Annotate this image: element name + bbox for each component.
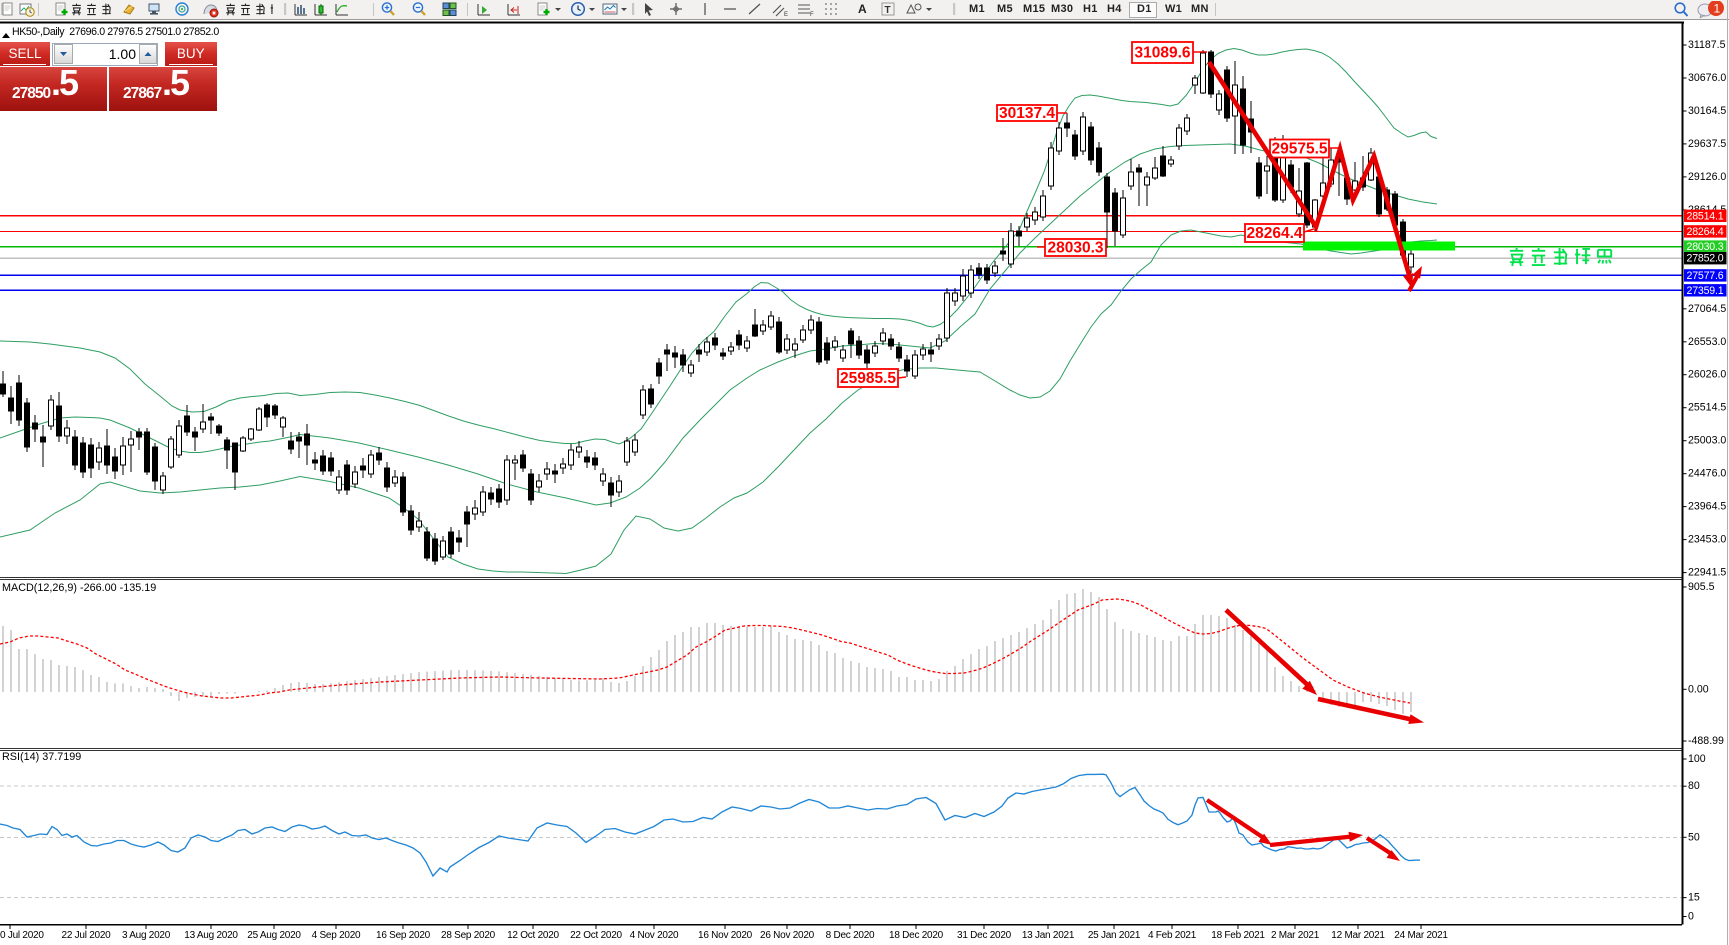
svg-text:905.5: 905.5 [1688, 581, 1715, 593]
svg-text:26026.0: 26026.0 [1688, 369, 1726, 381]
svg-text:18 Feb 2021: 18 Feb 2021 [1211, 930, 1265, 941]
svg-text:25985.5: 25985.5 [840, 370, 896, 387]
svg-text:26 Nov 2020: 26 Nov 2020 [760, 930, 815, 941]
svg-text:T: T [885, 5, 891, 16]
svg-text:E: E [784, 12, 788, 18]
svg-text:4 Feb 2021: 4 Feb 2021 [1148, 930, 1197, 941]
svg-text:-488.99: -488.99 [1688, 735, 1724, 747]
svg-text:27577.6: 27577.6 [1687, 270, 1724, 282]
svg-text:4 Sep 2020: 4 Sep 2020 [312, 930, 361, 941]
svg-text:24476.0: 24476.0 [1688, 468, 1726, 480]
svg-text:13 Aug 2020: 13 Aug 2020 [184, 930, 238, 941]
svg-text:22941.5: 22941.5 [1688, 567, 1726, 579]
svg-text:25003.0: 25003.0 [1688, 435, 1726, 447]
svg-text:26553.0: 26553.0 [1688, 336, 1726, 348]
svg-text:12 Oct 2020: 12 Oct 2020 [507, 930, 559, 941]
svg-text:30164.5: 30164.5 [1688, 105, 1726, 117]
svg-text:18 Dec 2020: 18 Dec 2020 [889, 930, 944, 941]
svg-text:12 Mar 2021: 12 Mar 2021 [1331, 930, 1385, 941]
svg-text:23964.5: 23964.5 [1688, 501, 1726, 513]
svg-text:80: 80 [1688, 780, 1700, 792]
svg-text:MACD(12,26,9) -266.00 -135.19: MACD(12,26,9) -266.00 -135.19 [2, 582, 156, 594]
svg-text:15: 15 [1688, 892, 1700, 904]
svg-text:25 Jan 2021: 25 Jan 2021 [1088, 930, 1141, 941]
svg-text:27852.0: 27852.0 [1687, 253, 1724, 265]
svg-text:50: 50 [1688, 831, 1700, 843]
svg-text:31 Dec 2020: 31 Dec 2020 [957, 930, 1012, 941]
svg-text:28030.3: 28030.3 [1687, 241, 1724, 253]
svg-text:4 Nov 2020: 4 Nov 2020 [630, 930, 679, 941]
svg-text:24 Mar 2021: 24 Mar 2021 [1394, 930, 1448, 941]
svg-text:31187.5: 31187.5 [1688, 39, 1726, 51]
svg-text:1: 1 [1714, 2, 1721, 16]
svg-text:13 Jan 2021: 13 Jan 2021 [1022, 930, 1075, 941]
svg-text:25514.5: 25514.5 [1688, 402, 1726, 414]
svg-text:RSI(14) 37.7199: RSI(14) 37.7199 [2, 751, 81, 763]
svg-text:27064.5: 27064.5 [1688, 303, 1726, 315]
svg-text:23453.0: 23453.0 [1688, 534, 1726, 546]
svg-text:31089.6: 31089.6 [1134, 45, 1190, 62]
svg-text:28264.4: 28264.4 [1246, 225, 1302, 242]
svg-text:29126.0: 29126.0 [1688, 171, 1726, 183]
svg-text:30137.4: 30137.4 [999, 105, 1055, 122]
svg-text:28514.1: 28514.1 [1687, 210, 1724, 222]
svg-text:2 Mar 2021: 2 Mar 2021 [1271, 930, 1320, 941]
svg-text:3 Aug 2020: 3 Aug 2020 [122, 930, 171, 941]
svg-text:22 Oct 2020: 22 Oct 2020 [570, 930, 622, 941]
svg-text:25 Aug 2020: 25 Aug 2020 [247, 930, 301, 941]
svg-text:22 Jul 2020: 22 Jul 2020 [62, 930, 112, 941]
svg-text:0.00: 0.00 [1688, 683, 1709, 695]
svg-text:30676.0: 30676.0 [1688, 72, 1726, 84]
svg-text:F: F [810, 12, 814, 18]
svg-text:29575.5: 29575.5 [1271, 141, 1327, 158]
svg-text:27359.1: 27359.1 [1687, 285, 1724, 297]
svg-text:100: 100 [1688, 753, 1706, 765]
svg-text:28030.3: 28030.3 [1047, 240, 1103, 257]
svg-text:28264.4: 28264.4 [1687, 226, 1724, 238]
svg-text:0 Jul 2020: 0 Jul 2020 [0, 930, 44, 941]
svg-text:16 Nov 2020: 16 Nov 2020 [698, 930, 753, 941]
svg-text:0: 0 [1688, 911, 1694, 923]
svg-text:29637.5: 29637.5 [1688, 138, 1726, 150]
svg-text:16 Sep 2020: 16 Sep 2020 [376, 930, 431, 941]
svg-text:28 Sep 2020: 28 Sep 2020 [441, 930, 496, 941]
svg-text:8 Dec 2020: 8 Dec 2020 [826, 930, 875, 941]
